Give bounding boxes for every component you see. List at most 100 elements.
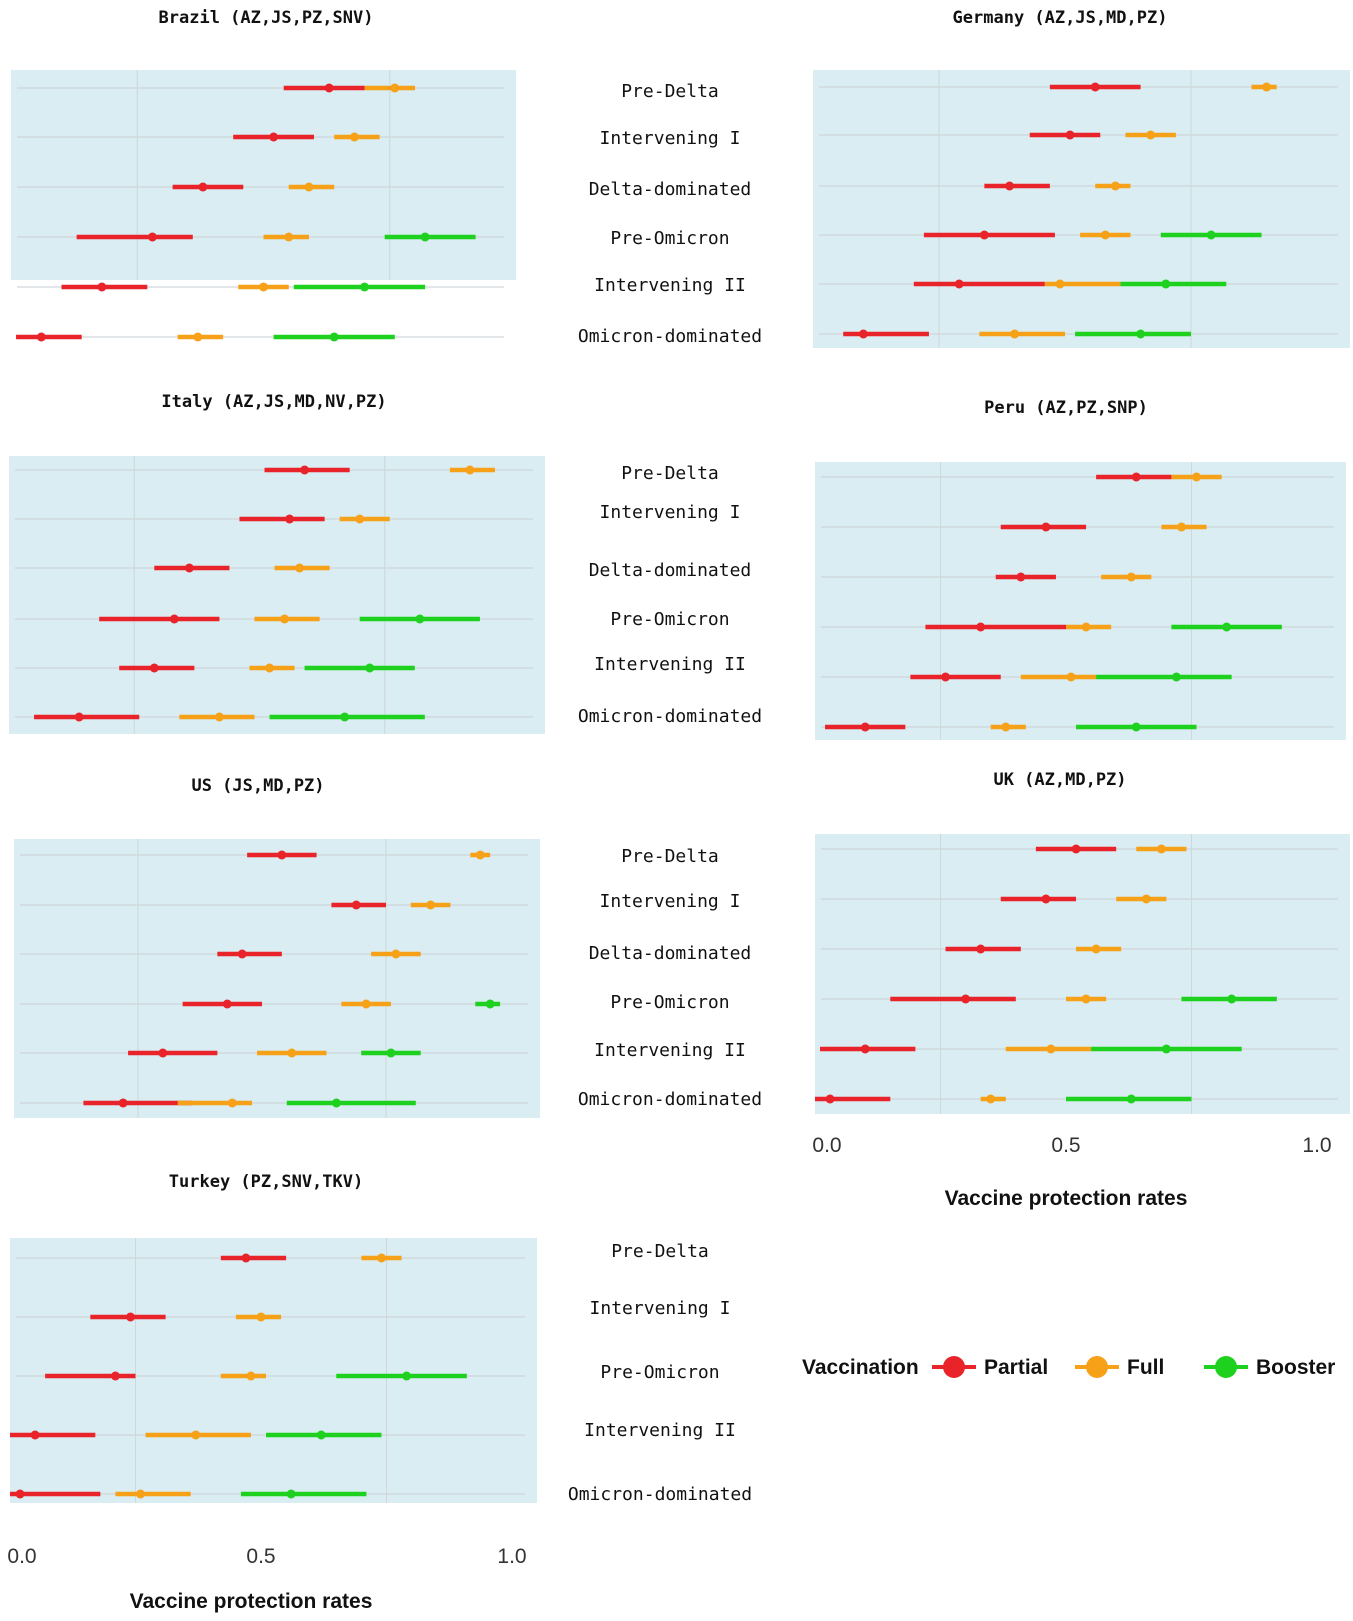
estimate-point-partial	[149, 663, 159, 673]
estimate-point-booster	[1126, 1094, 1136, 1104]
estimate-point-full	[1141, 894, 1151, 904]
estimate-point-booster	[340, 712, 350, 722]
estimate-point-partial	[125, 1312, 135, 1322]
x-tick-label: 1.0	[497, 1545, 526, 1568]
estimate-point-booster	[1171, 672, 1181, 682]
period-label: Pre-Omicron	[610, 609, 729, 630]
estimate-point-partial	[15, 1489, 25, 1499]
period-label: Pre-Delta	[611, 1241, 709, 1262]
estimate-point-booster	[286, 1489, 296, 1499]
period-label: Intervening II	[594, 1040, 746, 1061]
estimate-point-booster	[1136, 329, 1146, 339]
estimate-point-partial	[237, 949, 247, 959]
x-tick-label: 1.0	[1302, 1134, 1331, 1157]
period-label: Intervening II	[594, 654, 746, 675]
estimate-point-full	[1126, 572, 1136, 582]
estimate-point-full	[390, 83, 400, 93]
estimate-point-partial	[860, 1044, 870, 1054]
estimate-point-full	[475, 850, 485, 860]
estimate-point-full	[259, 282, 268, 292]
estimate-point-full	[1055, 279, 1065, 289]
estimate-point-booster	[1161, 279, 1171, 289]
estimate-point-partial	[976, 622, 986, 632]
panel-background	[10, 1238, 537, 1503]
estimate-point-booster	[331, 1098, 341, 1108]
period-label: Pre-Delta	[621, 81, 719, 102]
estimate-point-full	[349, 132, 359, 142]
estimate-point-full	[361, 999, 371, 1009]
estimate-point-full	[1146, 130, 1156, 140]
period-label: Pre-Omicron	[610, 228, 729, 249]
legend-item-booster: Booster	[1256, 1356, 1335, 1379]
panel-title: Italy (AZ,JS,MD,NV,PZ)	[161, 392, 386, 412]
estimate-point-partial	[110, 1371, 120, 1381]
estimate-point-partial	[158, 1048, 168, 1058]
x-axis-title: Vaccine protection rates	[945, 1187, 1188, 1210]
period-label: Pre-Delta	[621, 846, 719, 867]
estimate-point-full	[1066, 672, 1076, 682]
estimate-point-partial	[169, 614, 179, 624]
estimate-point-partial	[1090, 82, 1100, 92]
estimate-point-full	[295, 563, 305, 573]
estimate-point-partial	[1005, 181, 1015, 191]
legend-title: Vaccination	[802, 1356, 919, 1379]
estimate-point-full	[1192, 472, 1202, 482]
panel-background	[11, 70, 516, 280]
estimate-point-full	[465, 465, 475, 475]
estimate-point-full	[1262, 82, 1272, 92]
estimate-point-partial	[184, 563, 194, 573]
estimate-point-full	[986, 1094, 996, 1104]
estimate-point-partial	[941, 672, 951, 682]
forest-panel: Turkey (PZ,SNV,TKV)	[10, 1172, 537, 1503]
estimate-point-booster	[485, 999, 495, 1009]
period-label: Delta-dominated	[589, 943, 752, 964]
estimate-point-partial	[118, 1098, 128, 1108]
estimate-point-partial	[825, 1094, 835, 1104]
estimate-point-partial	[269, 132, 279, 142]
estimate-point-partial	[954, 279, 964, 289]
estimate-point-partial	[97, 282, 107, 292]
estimate-point-partial	[1071, 844, 1081, 854]
legend-key-dot	[943, 1356, 965, 1378]
estimate-point-booster	[329, 332, 339, 342]
estimate-point-full	[304, 182, 314, 192]
estimate-point-partial	[979, 230, 989, 240]
estimate-point-full	[193, 332, 203, 342]
x-axis-title: Vaccine protection rates	[130, 1590, 373, 1613]
estimate-point-full	[426, 900, 436, 910]
estimate-point-partial	[147, 232, 157, 242]
estimate-point-partial	[74, 712, 84, 722]
estimate-point-booster	[415, 614, 425, 624]
panel-background	[14, 839, 540, 1118]
estimate-point-booster	[1206, 230, 1216, 240]
panel-background	[815, 834, 1350, 1114]
x-tick-label: 0.0	[812, 1134, 841, 1157]
panel-title: Peru (AZ,PZ,SNP)	[984, 398, 1148, 418]
period-label: Delta-dominated	[589, 560, 752, 581]
period-label: Omicron-dominated	[568, 1484, 752, 1505]
estimate-point-full	[1091, 944, 1101, 954]
forest-panel: US (JS,MD,PZ)	[14, 776, 540, 1118]
forest-panel: Germany (AZ,JS,MD,PZ)	[813, 8, 1350, 348]
estimate-point-partial	[1041, 522, 1051, 532]
estimate-point-partial	[1041, 894, 1051, 904]
legend-item-full: Full	[1127, 1356, 1164, 1379]
estimate-point-full	[284, 232, 294, 242]
x-tick-label: 0.5	[246, 1545, 275, 1568]
estimate-point-full	[1110, 181, 1120, 191]
panel-title: Brazil (AZ,JS,PZ,SNV)	[159, 8, 374, 28]
forest-panel: Brazil (AZ,JS,PZ,SNV)	[11, 8, 516, 342]
forest-panel: Italy (AZ,JS,MD,NV,PZ)	[9, 392, 545, 734]
period-label: Delta-dominated	[589, 179, 752, 200]
x-tick-label: 0.0	[7, 1545, 36, 1568]
estimate-point-booster	[365, 663, 375, 673]
estimate-point-partial	[324, 83, 334, 93]
estimate-point-partial	[860, 722, 870, 732]
estimate-point-booster	[1222, 622, 1232, 632]
estimate-point-partial	[285, 514, 295, 524]
estimate-point-full	[214, 712, 224, 722]
estimate-point-full	[287, 1048, 297, 1058]
estimate-point-partial	[976, 944, 986, 954]
estimate-point-full	[1001, 722, 1011, 732]
estimate-point-partial	[1065, 130, 1075, 140]
